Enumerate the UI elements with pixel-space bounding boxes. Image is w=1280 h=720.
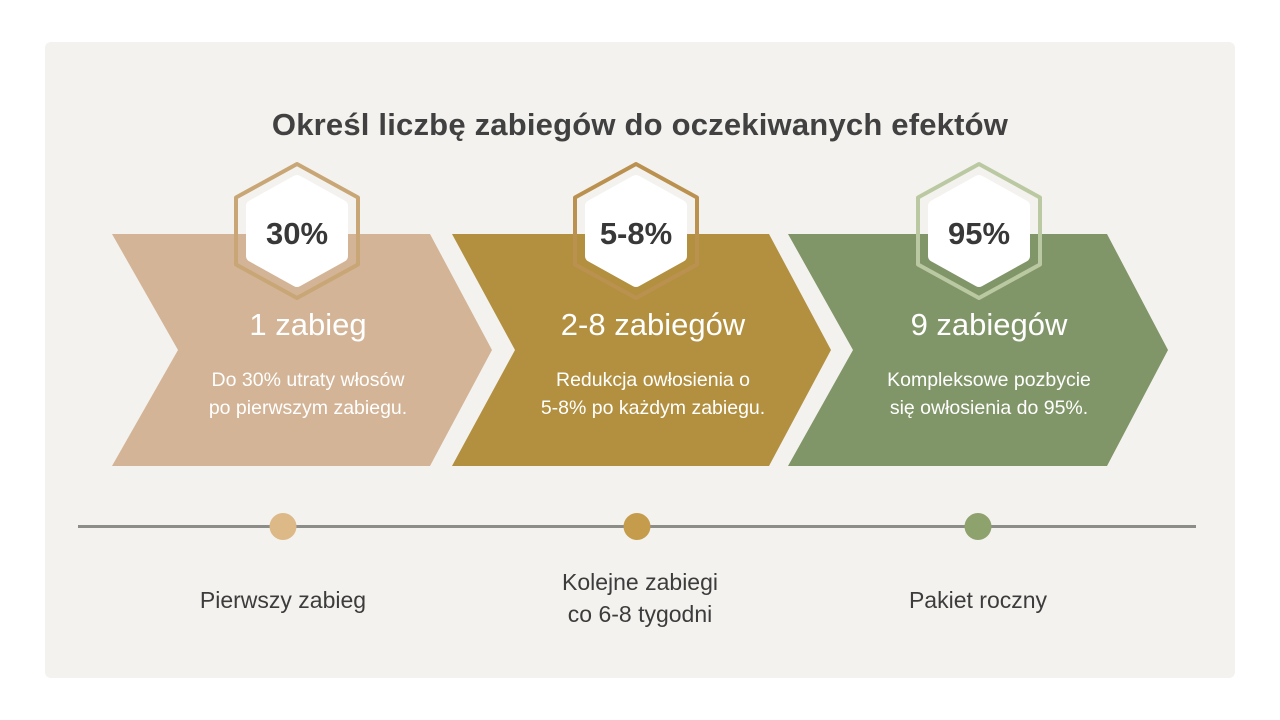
timeline-dot-3 xyxy=(964,513,992,540)
stage-heading: 2-8 zabiegów xyxy=(560,307,746,342)
timeline-dot-2 xyxy=(623,513,651,540)
stage-description: Redukcja owłosienia o 5-8% po każdym zab… xyxy=(540,369,766,419)
badge-value: 5-8% xyxy=(599,216,673,251)
page-title: Określ liczbę zabiegów do oczekiwanych e… xyxy=(271,106,1009,142)
badge-value: 30% xyxy=(265,216,329,251)
stage-description: Kompleksowe pozbycie się owłosienia do 9… xyxy=(887,369,1091,419)
stage-2-text: 2-8 zabiegów Redukcja owłosienia o 5-8% … xyxy=(493,303,813,422)
stage-heading: 1 zabieg xyxy=(249,307,367,342)
timeline-dot-1 xyxy=(269,513,297,540)
timeline-label-3: Pakiet roczny xyxy=(908,587,1048,613)
stage-3-text: 9 zabiegów Kompleksowe pozbycie się owło… xyxy=(829,303,1149,422)
badge-value: 95% xyxy=(947,216,1011,251)
stage-heading: 9 zabiegów xyxy=(910,307,1068,342)
timeline-label-1: Pierwszy zabieg xyxy=(199,587,367,613)
timeline-label-2: Kolejne zabiegi co 6-8 tygodni xyxy=(561,569,719,627)
stage-1-text: 1 zabieg Do 30% utraty włosów po pierwsz… xyxy=(148,303,468,422)
stage-description: Do 30% utraty włosów po pierwszym zabieg… xyxy=(208,369,408,419)
